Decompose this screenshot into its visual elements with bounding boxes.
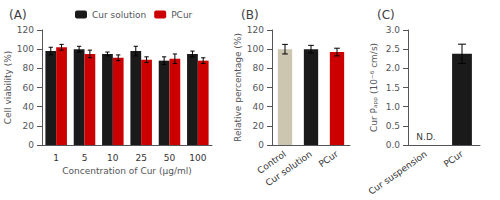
svg-text:Control: Control (255, 148, 288, 176)
svg-text:0.5: 0.5 (386, 121, 400, 131)
svg-text:(C): (C) (377, 8, 395, 22)
svg-text:0: 0 (28, 140, 34, 150)
svg-text:80: 80 (23, 63, 35, 73)
svg-text:1.0: 1.0 (386, 102, 401, 112)
svg-text:3.0: 3.0 (386, 25, 401, 35)
svg-text:1: 1 (53, 153, 59, 163)
svg-text:120: 120 (247, 25, 264, 35)
svg-text:PCur: PCur (442, 149, 465, 169)
svg-text:80: 80 (253, 63, 265, 73)
svg-text:Relative percentage (%): Relative percentage (%) (233, 33, 243, 142)
svg-text:0: 0 (258, 140, 264, 150)
svg-text:PCur: PCur (171, 10, 192, 20)
svg-text:25: 25 (135, 153, 146, 163)
svg-text:5: 5 (82, 153, 88, 163)
svg-text:PCur: PCur (317, 149, 340, 169)
svg-text:Concentration of Cur (μg/ml): Concentration of Cur (μg/ml) (62, 166, 191, 176)
svg-text:0.0: 0.0 (386, 140, 401, 150)
svg-text:50: 50 (164, 153, 176, 163)
svg-text:100: 100 (189, 153, 206, 163)
svg-text:Cur solution: Cur solution (92, 10, 146, 20)
svg-text:1.5: 1.5 (386, 83, 400, 93)
svg-text:(B): (B) (241, 8, 259, 22)
svg-text:N.D.: N.D. (416, 132, 435, 142)
svg-text:Cur Pₐₚₚ (10⁻⁶ cm/s): Cur Pₐₚₚ (10⁻⁶ cm/s) (369, 43, 379, 132)
svg-text:20: 20 (253, 121, 265, 131)
svg-text:10: 10 (107, 153, 119, 163)
svg-text:(A): (A) (9, 8, 27, 22)
svg-text:Cell viability (%): Cell viability (%) (3, 51, 13, 125)
svg-text:20: 20 (23, 121, 35, 131)
svg-text:100: 100 (17, 44, 34, 54)
svg-text:100: 100 (247, 44, 264, 54)
svg-text:120: 120 (17, 25, 34, 35)
svg-text:Cur solution: Cur solution (264, 149, 314, 188)
svg-text:2.5: 2.5 (386, 44, 400, 54)
svg-text:40: 40 (253, 102, 265, 112)
svg-text:60: 60 (23, 83, 35, 93)
svg-text:Cur suspension: Cur suspension (367, 149, 429, 197)
svg-text:60: 60 (253, 83, 265, 93)
svg-text:2.0: 2.0 (386, 63, 401, 73)
svg-text:40: 40 (23, 102, 35, 112)
